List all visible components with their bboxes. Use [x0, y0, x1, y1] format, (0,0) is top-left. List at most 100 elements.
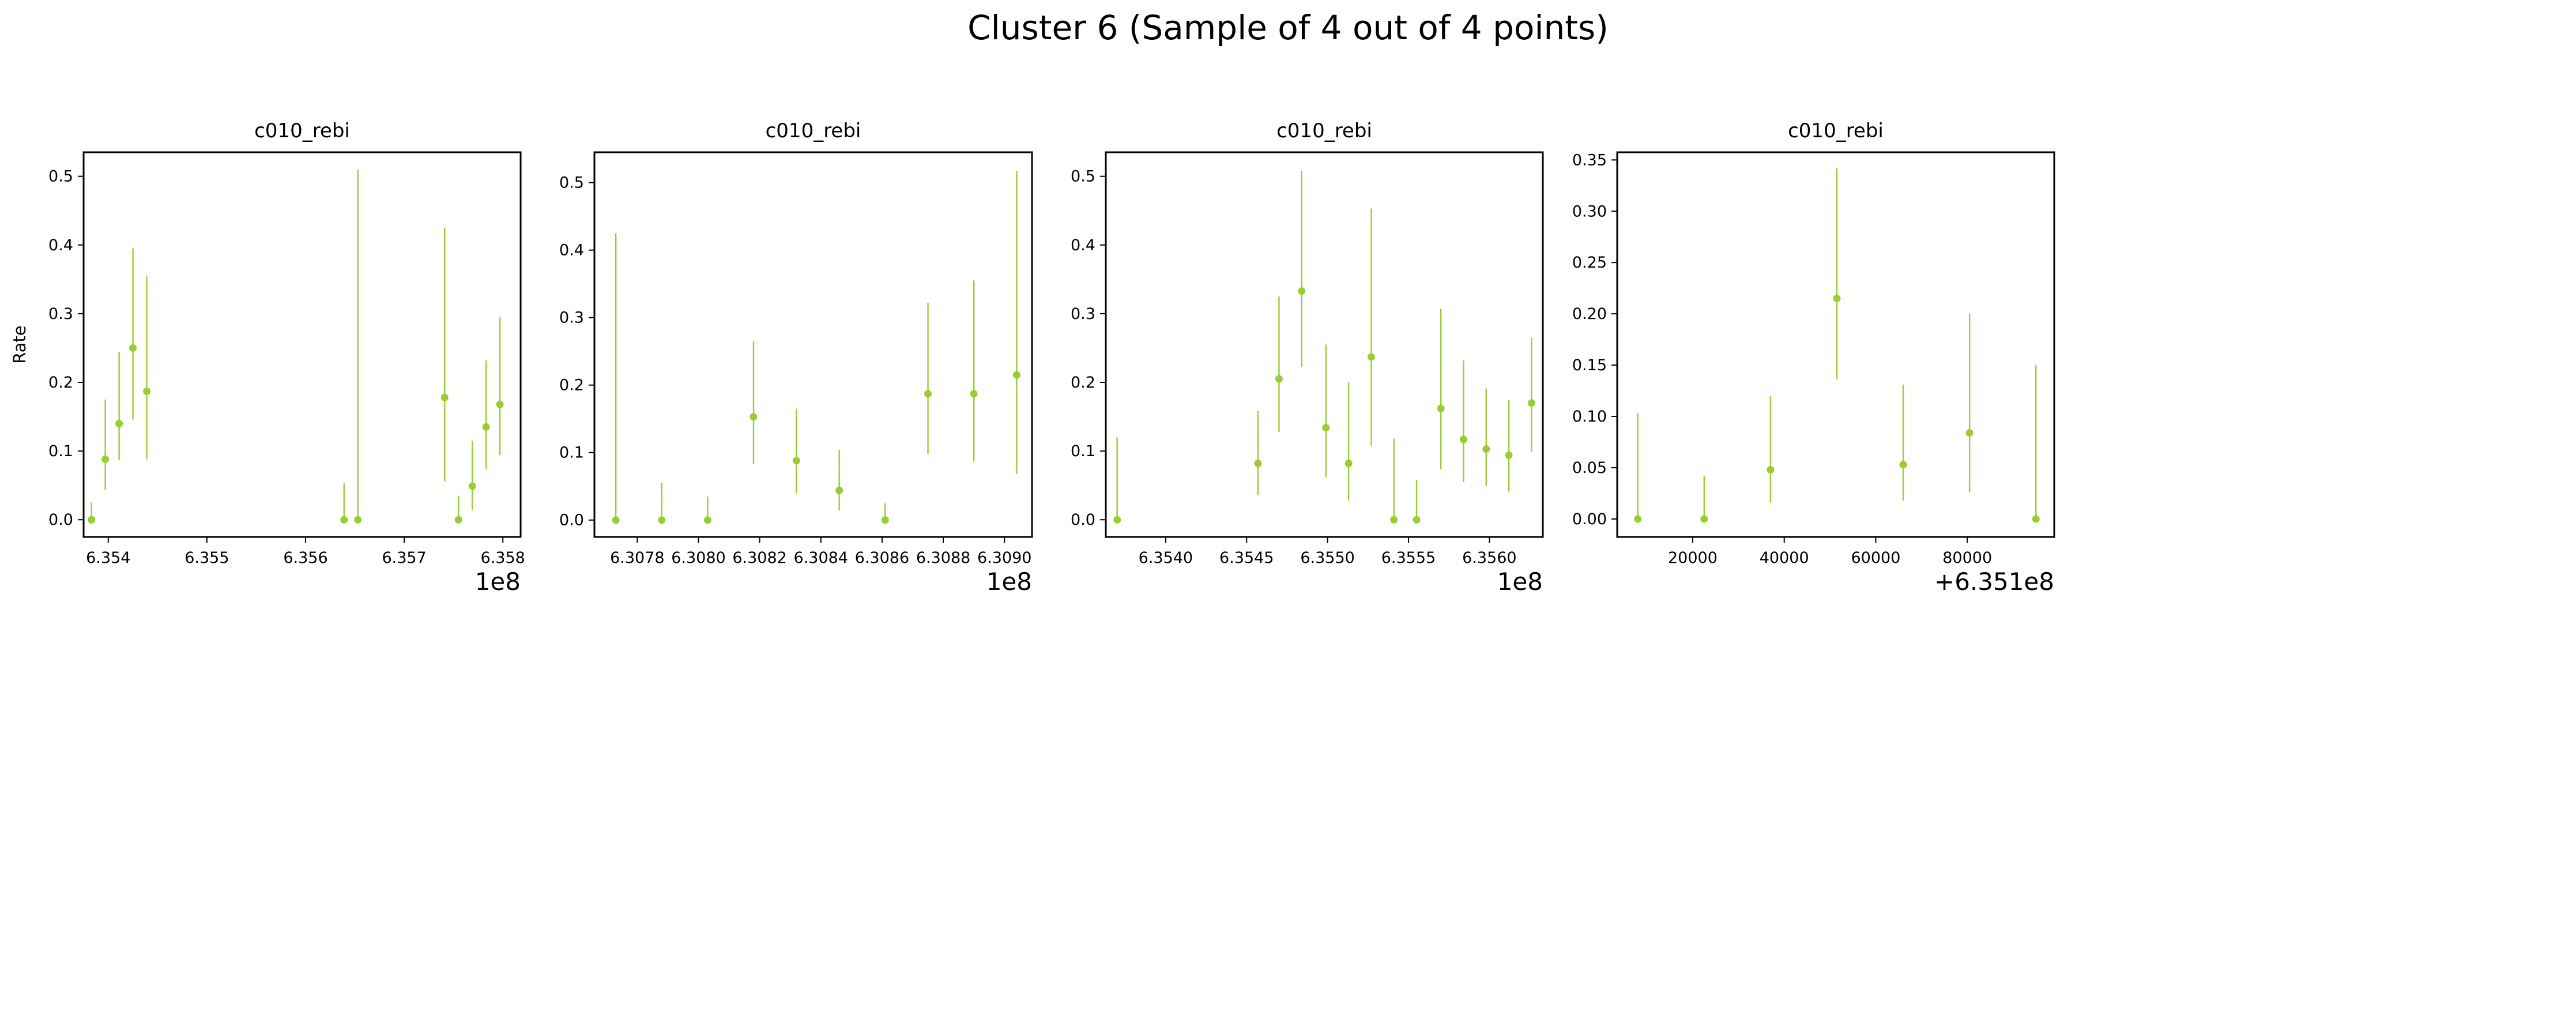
x-offset-label: +6.351e8	[1934, 568, 2054, 596]
x-tick-label: 6.3086	[855, 549, 909, 567]
data-point	[1012, 371, 1020, 379]
x-tick-label: 6.3560	[1462, 549, 1516, 567]
data-point	[1482, 445, 1490, 453]
axes-frame	[1616, 151, 2055, 538]
y-tick-label: 0.00	[1572, 510, 1607, 528]
y-tick-label: 0.15	[1572, 356, 1607, 374]
y-tick-label: 0.2	[559, 377, 584, 394]
x-tick-label: 20000	[1668, 549, 1718, 567]
subplot-title: c010_rebi	[1276, 119, 1372, 142]
subplot-4: c010_rebi 20000 40000 60000 80000 0.00 0.05 0.1…	[1572, 119, 2055, 596]
data-point	[1437, 404, 1445, 412]
data-point	[340, 516, 348, 524]
axes-frame	[82, 151, 522, 538]
data-point	[454, 516, 462, 524]
data-point	[792, 457, 800, 465]
data-point	[1527, 399, 1535, 407]
subplot-title: c010_rebi	[1788, 119, 1884, 142]
x-tick-label: 6.3080	[671, 549, 725, 567]
data-point	[115, 419, 123, 427]
x-tick-label: 60000	[1851, 549, 1900, 567]
data-point	[1700, 515, 1708, 523]
data-point	[1275, 375, 1283, 383]
data-point	[1367, 353, 1375, 361]
data-point	[129, 344, 137, 352]
data-point	[496, 400, 504, 408]
data-point	[1634, 515, 1642, 523]
y-tick-label: 0.1	[1071, 442, 1095, 460]
data-point	[440, 393, 449, 401]
y-tick-label: 0.3	[559, 309, 584, 327]
data-point	[354, 516, 362, 524]
data-point	[1965, 429, 1974, 437]
x-tick-label: 6.355	[184, 549, 229, 567]
data-point	[143, 387, 151, 395]
subplot-1: c010_rebi Rate 6.354 6.355 6.356 6.357 6.358 0.…	[10, 119, 525, 596]
y-tick-label: 0.05	[1572, 459, 1607, 477]
axes-frame	[1105, 151, 1544, 538]
data-point	[1254, 460, 1262, 468]
y-tick-label: 0.5	[1071, 168, 1095, 186]
y-tick-label: 0.3	[48, 305, 73, 323]
x-tick-label: 6.3090	[977, 549, 1031, 567]
subplot-title: c010_rebi	[254, 119, 350, 142]
data-point	[2032, 515, 2040, 523]
x-tick-label: 6.3078	[610, 549, 664, 567]
data-point	[658, 516, 666, 524]
y-tick-label: 0.0	[48, 511, 73, 529]
y-tick-label: 0.30	[1572, 202, 1607, 220]
data-point	[1833, 294, 1841, 302]
x-offset-label: 1e8	[986, 568, 1032, 596]
x-tick-label: 6.356	[283, 549, 327, 567]
y-tick-label: 0.35	[1572, 151, 1607, 169]
x-tick-label: 6.358	[481, 549, 525, 567]
data-point	[1767, 465, 1775, 473]
x-tick-label: 6.3555	[1381, 549, 1436, 567]
data-point	[1345, 460, 1353, 468]
y-tick-label: 0.2	[48, 374, 73, 392]
data-point	[970, 390, 978, 398]
figure-title: Cluster 6 (Sample of 4 out of 4 points)	[967, 8, 1609, 47]
x-tick-label: 6.357	[382, 549, 426, 567]
y-axis-label: Rate	[10, 325, 29, 364]
y-tick-label: 0.4	[48, 236, 73, 254]
x-tick-label: 6.3082	[732, 549, 786, 567]
data-point	[1459, 435, 1467, 444]
subplot-3: c010_rebi 6.3540 6.3545 6.3550 6.3555 6.3560 0…	[1071, 119, 1544, 596]
subplot-2: c010_rebi 6.3078 6.3080 6.3082 6.3084 6.3086 6…	[559, 119, 1033, 596]
y-tick-label: 0.0	[559, 512, 584, 529]
data-point	[1899, 461, 1907, 469]
data-point	[1113, 516, 1121, 524]
y-tick-label: 0.0	[1071, 511, 1095, 529]
data-point	[1505, 451, 1513, 459]
data-point	[1413, 516, 1421, 524]
y-tick-label: 0.4	[559, 242, 584, 260]
data-point	[468, 482, 476, 490]
x-offset-label: 1e8	[1497, 568, 1543, 596]
axes-frame	[593, 151, 1033, 538]
x-offset-label: 1e8	[475, 568, 521, 596]
data-point	[1298, 287, 1306, 295]
y-tick-label: 0.5	[48, 168, 73, 186]
data-point	[703, 516, 711, 524]
y-tick-label: 0.2	[1071, 374, 1095, 392]
data-point	[835, 486, 843, 494]
y-tick-label: 0.4	[1071, 236, 1095, 254]
data-point	[612, 516, 620, 524]
x-tick-label: 6.354	[86, 549, 130, 567]
subplot-title: c010_rebi	[766, 119, 861, 142]
y-tick-label: 0.25	[1572, 254, 1607, 272]
x-tick-label: 6.3088	[916, 549, 970, 567]
x-tick-label: 80000	[1942, 549, 1992, 567]
data-point	[101, 455, 110, 463]
data-point	[924, 390, 932, 398]
subplot-grid: c010_rebi Rate 6.354 6.355 6.356 6.357 6.358 0.…	[10, 119, 2055, 596]
data-point	[1322, 424, 1330, 432]
x-tick-label: 6.3545	[1219, 549, 1274, 567]
y-tick-label: 0.10	[1572, 408, 1607, 426]
x-tick-label: 40000	[1760, 549, 1809, 567]
x-tick-label: 6.3550	[1300, 549, 1354, 567]
data-point	[1390, 516, 1398, 524]
